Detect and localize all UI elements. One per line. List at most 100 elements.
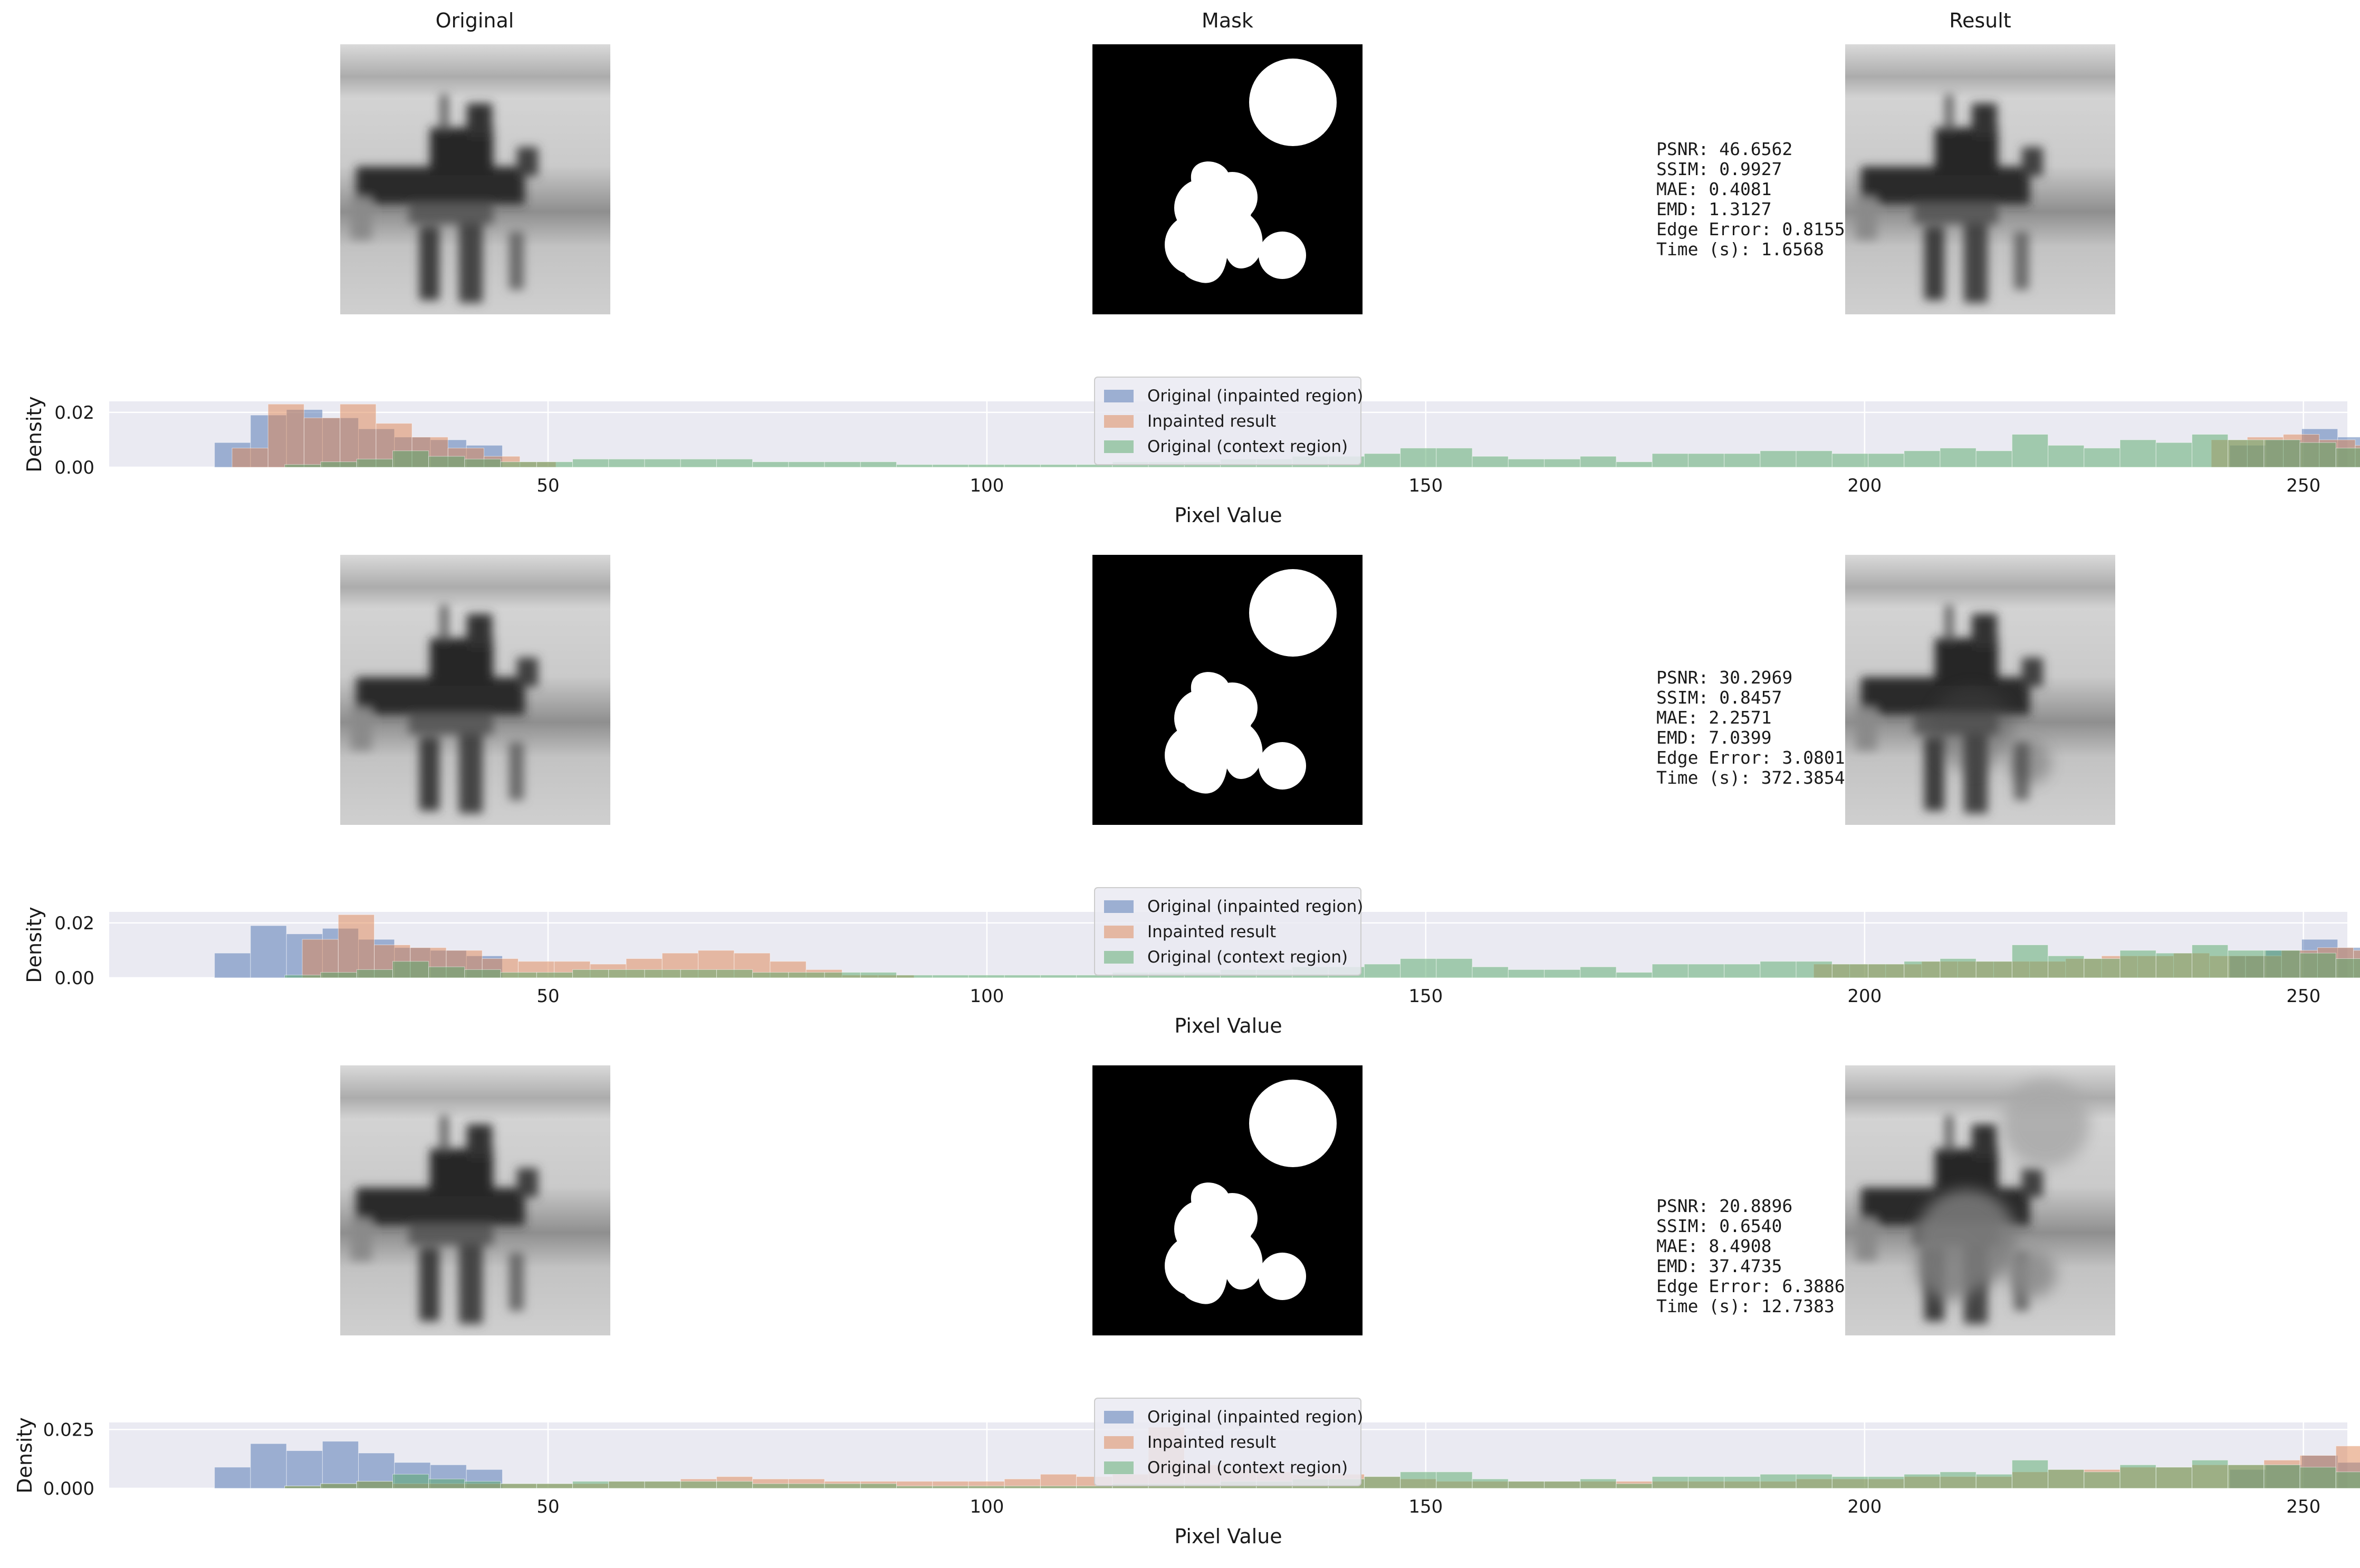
histogram-bar	[303, 417, 341, 468]
histogram-bar	[1687, 964, 1725, 978]
result-image	[1845, 44, 2115, 314]
x-tick-label: 100	[970, 986, 1004, 1007]
x-tick-label: 100	[970, 1496, 1004, 1517]
x-tick-label: 200	[1847, 986, 1882, 1007]
y-tick-label: 0.00	[54, 968, 94, 989]
histogram-bar	[214, 1467, 251, 1489]
x-tick-label: 100	[970, 475, 1004, 496]
histogram-bar	[2155, 442, 2192, 468]
legend-swatch	[1104, 390, 1134, 402]
histogram-row-3: 50 100 150 200 250 0.000 0.025 Pixel Value Densi…	[13, 1398, 2360, 1548]
histogram-bar	[338, 914, 375, 978]
legend-swatch	[1104, 440, 1134, 453]
histogram-bar	[572, 458, 609, 468]
x-tick-label: 250	[2286, 1496, 2320, 1517]
histogram-bar	[752, 972, 789, 978]
histogram-bar	[1400, 958, 1437, 978]
x-axis-label: Pixel Value	[1174, 1525, 1282, 1548]
histogram-bar	[356, 1481, 393, 1489]
y-tick-label: 0.000	[43, 1478, 94, 1499]
histogram-bar	[860, 972, 897, 978]
histogram-bar	[860, 1483, 897, 1489]
histogram-bar	[2119, 950, 2156, 978]
histogram-bar	[680, 1481, 717, 1489]
legend-swatch	[1104, 1411, 1134, 1423]
metric-line: SSIM: 0.6540	[1656, 1216, 1782, 1236]
histogram-bar	[1796, 1474, 1833, 1489]
histogram-bar	[2335, 448, 2360, 468]
histogram-bar	[2011, 1459, 2049, 1489]
histogram-bar	[392, 961, 429, 978]
x-tick-label: 50	[536, 475, 559, 496]
histogram-bar	[2048, 445, 2085, 468]
histogram-bar	[680, 969, 717, 978]
histogram-bar	[250, 1443, 287, 1489]
legend-label: Original (inpainted region)	[1147, 387, 1363, 406]
histogram-bar	[1472, 966, 1509, 978]
histogram-bar	[1472, 456, 1509, 468]
result-image	[1845, 1065, 2115, 1335]
histogram-bar	[500, 1483, 537, 1489]
histogram-bar	[1724, 1476, 1761, 1489]
histogram-bar	[608, 458, 645, 468]
histogram-bar	[932, 1486, 969, 1489]
histogram-row-1: 50 100 150 200 250 0.00 0.02 Pixel Value Density…	[23, 377, 2360, 527]
histogram-bar	[608, 969, 645, 978]
histogram-bar	[284, 1486, 321, 1489]
y-tick-label: 0.00	[54, 457, 94, 478]
histogram-bar	[1040, 1486, 1077, 1489]
histogram-bar	[392, 1474, 429, 1489]
histogram-bar	[716, 458, 753, 468]
histogram-bar	[1831, 453, 1868, 468]
legend-label: Original (inpainted region)	[1147, 1408, 1363, 1427]
column-title-original: Original	[436, 9, 514, 32]
histogram-bar	[716, 969, 753, 978]
legend-label: Original (context region)	[1147, 948, 1348, 967]
histogram-bar	[2048, 955, 2085, 978]
histogram-bar	[1004, 975, 1041, 978]
histogram-bar	[1652, 453, 1689, 468]
histogram-bar	[1580, 966, 1617, 978]
x-tick-label: 50	[536, 986, 559, 1007]
histogram-bar	[968, 464, 1005, 468]
metrics-row-1: PSNR: 46.6562 SSIM: 0.9927 MAE: 0.4081 E…	[1656, 139, 1845, 259]
mask-image	[1092, 44, 1363, 314]
histogram-bar	[1867, 964, 1905, 978]
histogram-bar	[824, 461, 861, 468]
histogram-bar	[788, 461, 825, 468]
histogram-bar	[644, 1481, 681, 1489]
legend-label: Inpainted result	[1147, 412, 1276, 431]
metric-line: EMD: 37.4735	[1656, 1256, 1782, 1276]
histogram-bar	[1076, 1486, 1113, 1489]
histogram-bar	[1040, 975, 1077, 978]
histogram-bar	[1364, 1476, 1401, 1489]
histogram-bar	[1724, 964, 1761, 978]
histogram-bar	[2155, 953, 2192, 978]
legend-label: Original (inpainted region)	[1147, 897, 1363, 916]
histogram-bar	[500, 461, 537, 468]
metric-line: EMD: 1.3127	[1656, 199, 1772, 219]
legend: Original (inpainted region) Inpainted res…	[1094, 377, 1363, 465]
histogram-bar	[302, 939, 339, 978]
histogram-bar	[1004, 1486, 1041, 1489]
histogram-bar	[1760, 1474, 1797, 1489]
histogram-bar	[1687, 453, 1725, 468]
histogram-bar	[824, 1483, 861, 1489]
histogram-bar	[680, 458, 717, 468]
metric-line: Time (s): 372.3854	[1656, 767, 1845, 788]
histogram-bar	[2011, 945, 2049, 978]
y-tick-label: 0.02	[54, 913, 94, 934]
histogram-bar	[1975, 961, 2012, 978]
column-title-result: Result	[1949, 9, 2011, 32]
y-axis-label: Density	[13, 1417, 36, 1493]
histogram-bar	[536, 461, 573, 468]
histogram-bar	[2011, 434, 2049, 468]
metric-line: PSNR: 46.6562	[1656, 139, 1792, 159]
histogram-bar	[2084, 1471, 2121, 1489]
histogram-bar	[536, 1483, 573, 1489]
legend-swatch	[1104, 951, 1134, 964]
y-axis-label: Density	[23, 907, 46, 983]
histogram-bar	[1508, 458, 1545, 468]
histogram-bar	[1940, 1471, 1977, 1489]
